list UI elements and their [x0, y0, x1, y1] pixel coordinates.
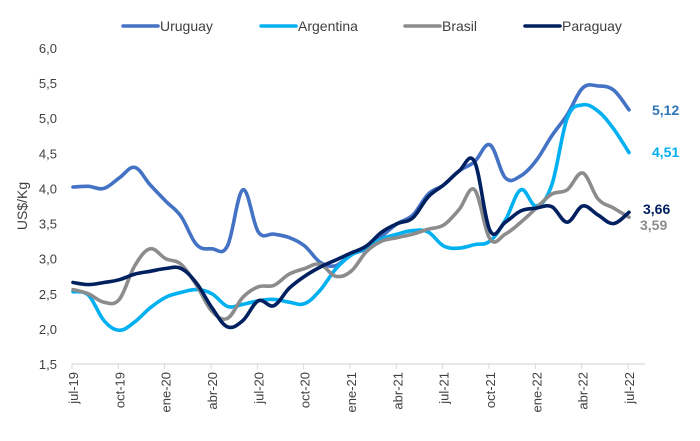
x-tick-label: jul-20	[251, 372, 266, 405]
legend-label: Paraguay	[562, 18, 622, 34]
legend-item-uruguay: Uruguay	[121, 18, 213, 34]
x-tick-label: abr-20	[205, 372, 220, 410]
series-line-argentina	[71, 102, 631, 333]
legend: Uruguay Argentina Brasil Paraguay	[121, 18, 622, 34]
legend-label: Brasil	[442, 18, 477, 34]
x-tick-label: abr-21	[390, 372, 405, 410]
y-tick-label: 3,5	[39, 217, 57, 232]
end-label-paraguay: 3,66	[643, 201, 670, 217]
y-tick-label: 2,0	[39, 322, 57, 337]
x-tick-label: oct-21	[483, 372, 498, 408]
y-tick-label: 5,5	[39, 76, 57, 91]
series-line-brasil	[71, 171, 631, 321]
legend-item-brasil: Brasil	[403, 18, 477, 34]
x-axis: jul-19 oct-19 ene-20 abr-20 jul-20 oct-20 ene-…	[66, 363, 645, 412]
y-axis: 1,5 2,0 2,5 3,0 3,5 4,0 4,5 5,0 5,5 6,0	[39, 41, 57, 372]
y-tick-label: 5,0	[39, 111, 57, 126]
end-label-brasil: 3,59	[640, 217, 667, 233]
x-tick-label: ene-21	[344, 372, 359, 412]
series-lines	[71, 83, 631, 333]
end-label-uruguay: 5,12	[652, 102, 679, 118]
y-tick-label: 4,5	[39, 146, 57, 161]
x-tick-label: jul-21	[437, 372, 452, 405]
end-label-argentina: 4,51	[652, 144, 679, 160]
legend-item-argentina: Argentina	[259, 18, 358, 34]
x-tick-label: jul-19	[66, 372, 81, 405]
y-tick-label: 2,5	[39, 287, 57, 302]
legend-label: Uruguay	[160, 18, 213, 34]
x-tick-label: oct-20	[298, 372, 313, 408]
x-tick-label: abr-22	[576, 372, 591, 410]
x-tick-label: ene-22	[529, 372, 544, 412]
x-tick-label: ene-20	[159, 372, 174, 412]
y-tick-label: 6,0	[39, 41, 57, 56]
y-tick-label: 1,5	[39, 357, 57, 372]
end-labels: 5,12 4,51 3,593,66	[640, 102, 679, 233]
legend-item-paraguay: Paraguay	[523, 18, 622, 34]
legend-label: Argentina	[298, 18, 358, 34]
y-axis-title: US$/Kg	[14, 182, 30, 230]
y-tick-label: 4,0	[39, 181, 57, 196]
series-line-uruguay	[71, 83, 631, 269]
x-tick-label: oct-19	[112, 372, 127, 408]
series-line-paraguay	[71, 156, 631, 330]
y-tick-label: 3,0	[39, 252, 57, 267]
x-tick-label: jul-22	[622, 372, 637, 405]
